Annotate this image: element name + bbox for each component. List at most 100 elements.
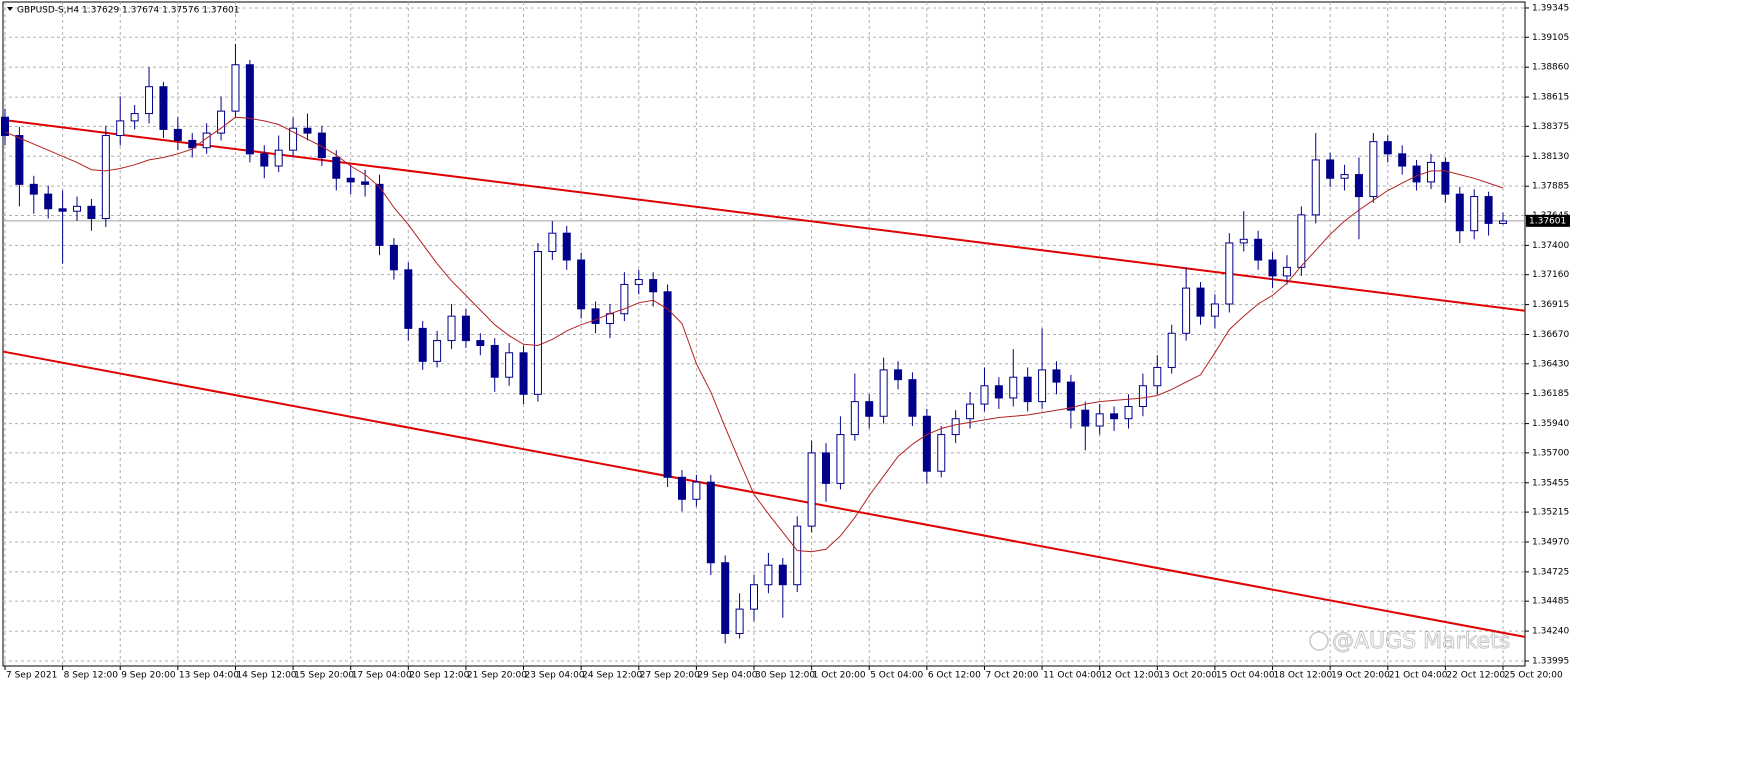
candle-body	[490, 344, 499, 378]
x-tick-label: 7 Sep 2021	[6, 671, 57, 681]
candle-body	[548, 232, 557, 252]
candle-body	[591, 308, 600, 325]
x-tick-label: 15 Sep 20:00	[294, 671, 354, 681]
candle-body	[793, 525, 802, 586]
candle-body	[1470, 196, 1479, 232]
candle-body	[433, 340, 442, 362]
candle-body	[1499, 220, 1507, 224]
y-tick-label: 1.37400	[1532, 241, 1569, 251]
x-tick-label: 6 Oct 12:00	[928, 671, 981, 681]
candle-body	[101, 135, 110, 220]
x-tick-label: 30 Sep 12:00	[755, 671, 815, 681]
x-tick-label: 22 Oct 12:00	[1446, 671, 1505, 681]
x-tick-label: 25 Oct 20:00	[1504, 671, 1563, 681]
candle-body	[1, 116, 9, 137]
moving-average	[4, 116, 1504, 553]
candle-body	[1210, 303, 1219, 317]
candle-body	[966, 403, 975, 420]
candle-body	[1095, 413, 1104, 427]
candle-body	[1297, 214, 1306, 268]
x-tick-label: 13 Sep 04:00	[179, 671, 239, 681]
x-tick-label: 29 Sep 04:00	[697, 671, 757, 681]
candle-body	[1167, 332, 1176, 368]
candle-body	[289, 127, 298, 151]
candle-body	[1124, 406, 1133, 420]
candle-body	[1225, 242, 1234, 305]
candle-body	[1052, 369, 1061, 383]
current-price-box	[1526, 214, 1570, 227]
candle-body	[692, 481, 701, 500]
x-tick-label: 24 Sep 12:00	[582, 671, 642, 681]
candle-body	[980, 385, 989, 405]
candle-body	[1455, 193, 1464, 232]
y-tick-label: 1.38615	[1532, 93, 1569, 103]
candle-body	[1239, 238, 1248, 244]
candle-body	[404, 269, 413, 329]
candle-body	[850, 401, 859, 436]
candle-body	[317, 132, 326, 159]
x-tick-label: 14 Sep 12:00	[236, 671, 296, 681]
candle-body	[1311, 159, 1320, 216]
candle-body	[15, 135, 24, 185]
x-tick-label: 21 Sep 20:00	[467, 671, 527, 681]
grid-layer	[3, 2, 1525, 666]
candle-body	[994, 385, 1003, 399]
candle-body	[519, 352, 528, 395]
candle-body	[461, 315, 470, 342]
x-tick-label: 20 Sep 12:00	[409, 671, 469, 681]
y-tick-label: 1.33995	[1532, 656, 1569, 666]
x-tick-label: 7 Oct 20:00	[985, 671, 1038, 681]
chart-title: GBPUSD-S,H4 1.37629 1.37674 1.37576 1.37…	[17, 6, 239, 16]
candle-body	[476, 340, 485, 346]
candle-body	[634, 279, 643, 285]
candle-body	[116, 120, 125, 137]
candle-body	[1369, 141, 1378, 198]
candle-body	[505, 352, 514, 378]
y-tick-label: 1.36185	[1532, 389, 1569, 399]
candle-body	[1326, 159, 1335, 179]
y-tick-label: 1.35700	[1532, 448, 1569, 458]
y-tick-label: 1.38130	[1532, 152, 1569, 162]
candle-body	[375, 183, 384, 246]
trendline	[2, 350, 1526, 638]
y-tick-label: 1.37160	[1532, 270, 1569, 280]
candle-body	[894, 369, 903, 381]
watermark-text: @AUGS Markets	[1332, 629, 1510, 654]
x-tick-label: 23 Sep 04:00	[525, 671, 585, 681]
y-tick-label: 1.36430	[1532, 359, 1569, 369]
candle-body	[1138, 385, 1147, 408]
x-tick-label: 9 Sep 20:00	[121, 671, 176, 681]
candle-body	[764, 564, 773, 586]
y-tick-label: 1.34970	[1532, 537, 1569, 547]
candle-body	[1282, 266, 1291, 277]
candle-body	[145, 86, 154, 115]
candle-body	[130, 113, 139, 122]
candle-body	[836, 434, 845, 484]
x-tick-label: 17 Sep 04:00	[352, 671, 412, 681]
candle-body	[361, 181, 370, 185]
candle-body	[649, 279, 658, 293]
y-tick-label: 1.39345	[1532, 3, 1569, 13]
candle-body	[562, 232, 571, 261]
x-tick-label: 8 Sep 12:00	[64, 671, 119, 681]
candle-body	[778, 564, 787, 586]
x-tick-label: 19 Oct 20:00	[1331, 671, 1390, 681]
candle-body	[303, 127, 312, 134]
x-tick-label: 11 Oct 04:00	[1043, 671, 1102, 681]
candle-body	[937, 434, 946, 472]
y-tick-label: 1.38860	[1532, 63, 1569, 73]
watermark-icon	[1309, 631, 1329, 651]
candle-body	[217, 110, 226, 134]
candle-body	[721, 562, 730, 635]
candle-body	[159, 86, 168, 130]
candle-body	[418, 327, 427, 362]
candle-body	[1268, 259, 1277, 277]
candle-body	[1412, 165, 1421, 183]
candle-body	[1009, 376, 1018, 399]
candle-body	[908, 379, 917, 417]
candle-body	[346, 177, 355, 183]
candle-body	[663, 291, 672, 478]
x-tick-label: 27 Sep 20:00	[640, 671, 700, 681]
current-price-label: 1.37601	[1529, 216, 1566, 226]
